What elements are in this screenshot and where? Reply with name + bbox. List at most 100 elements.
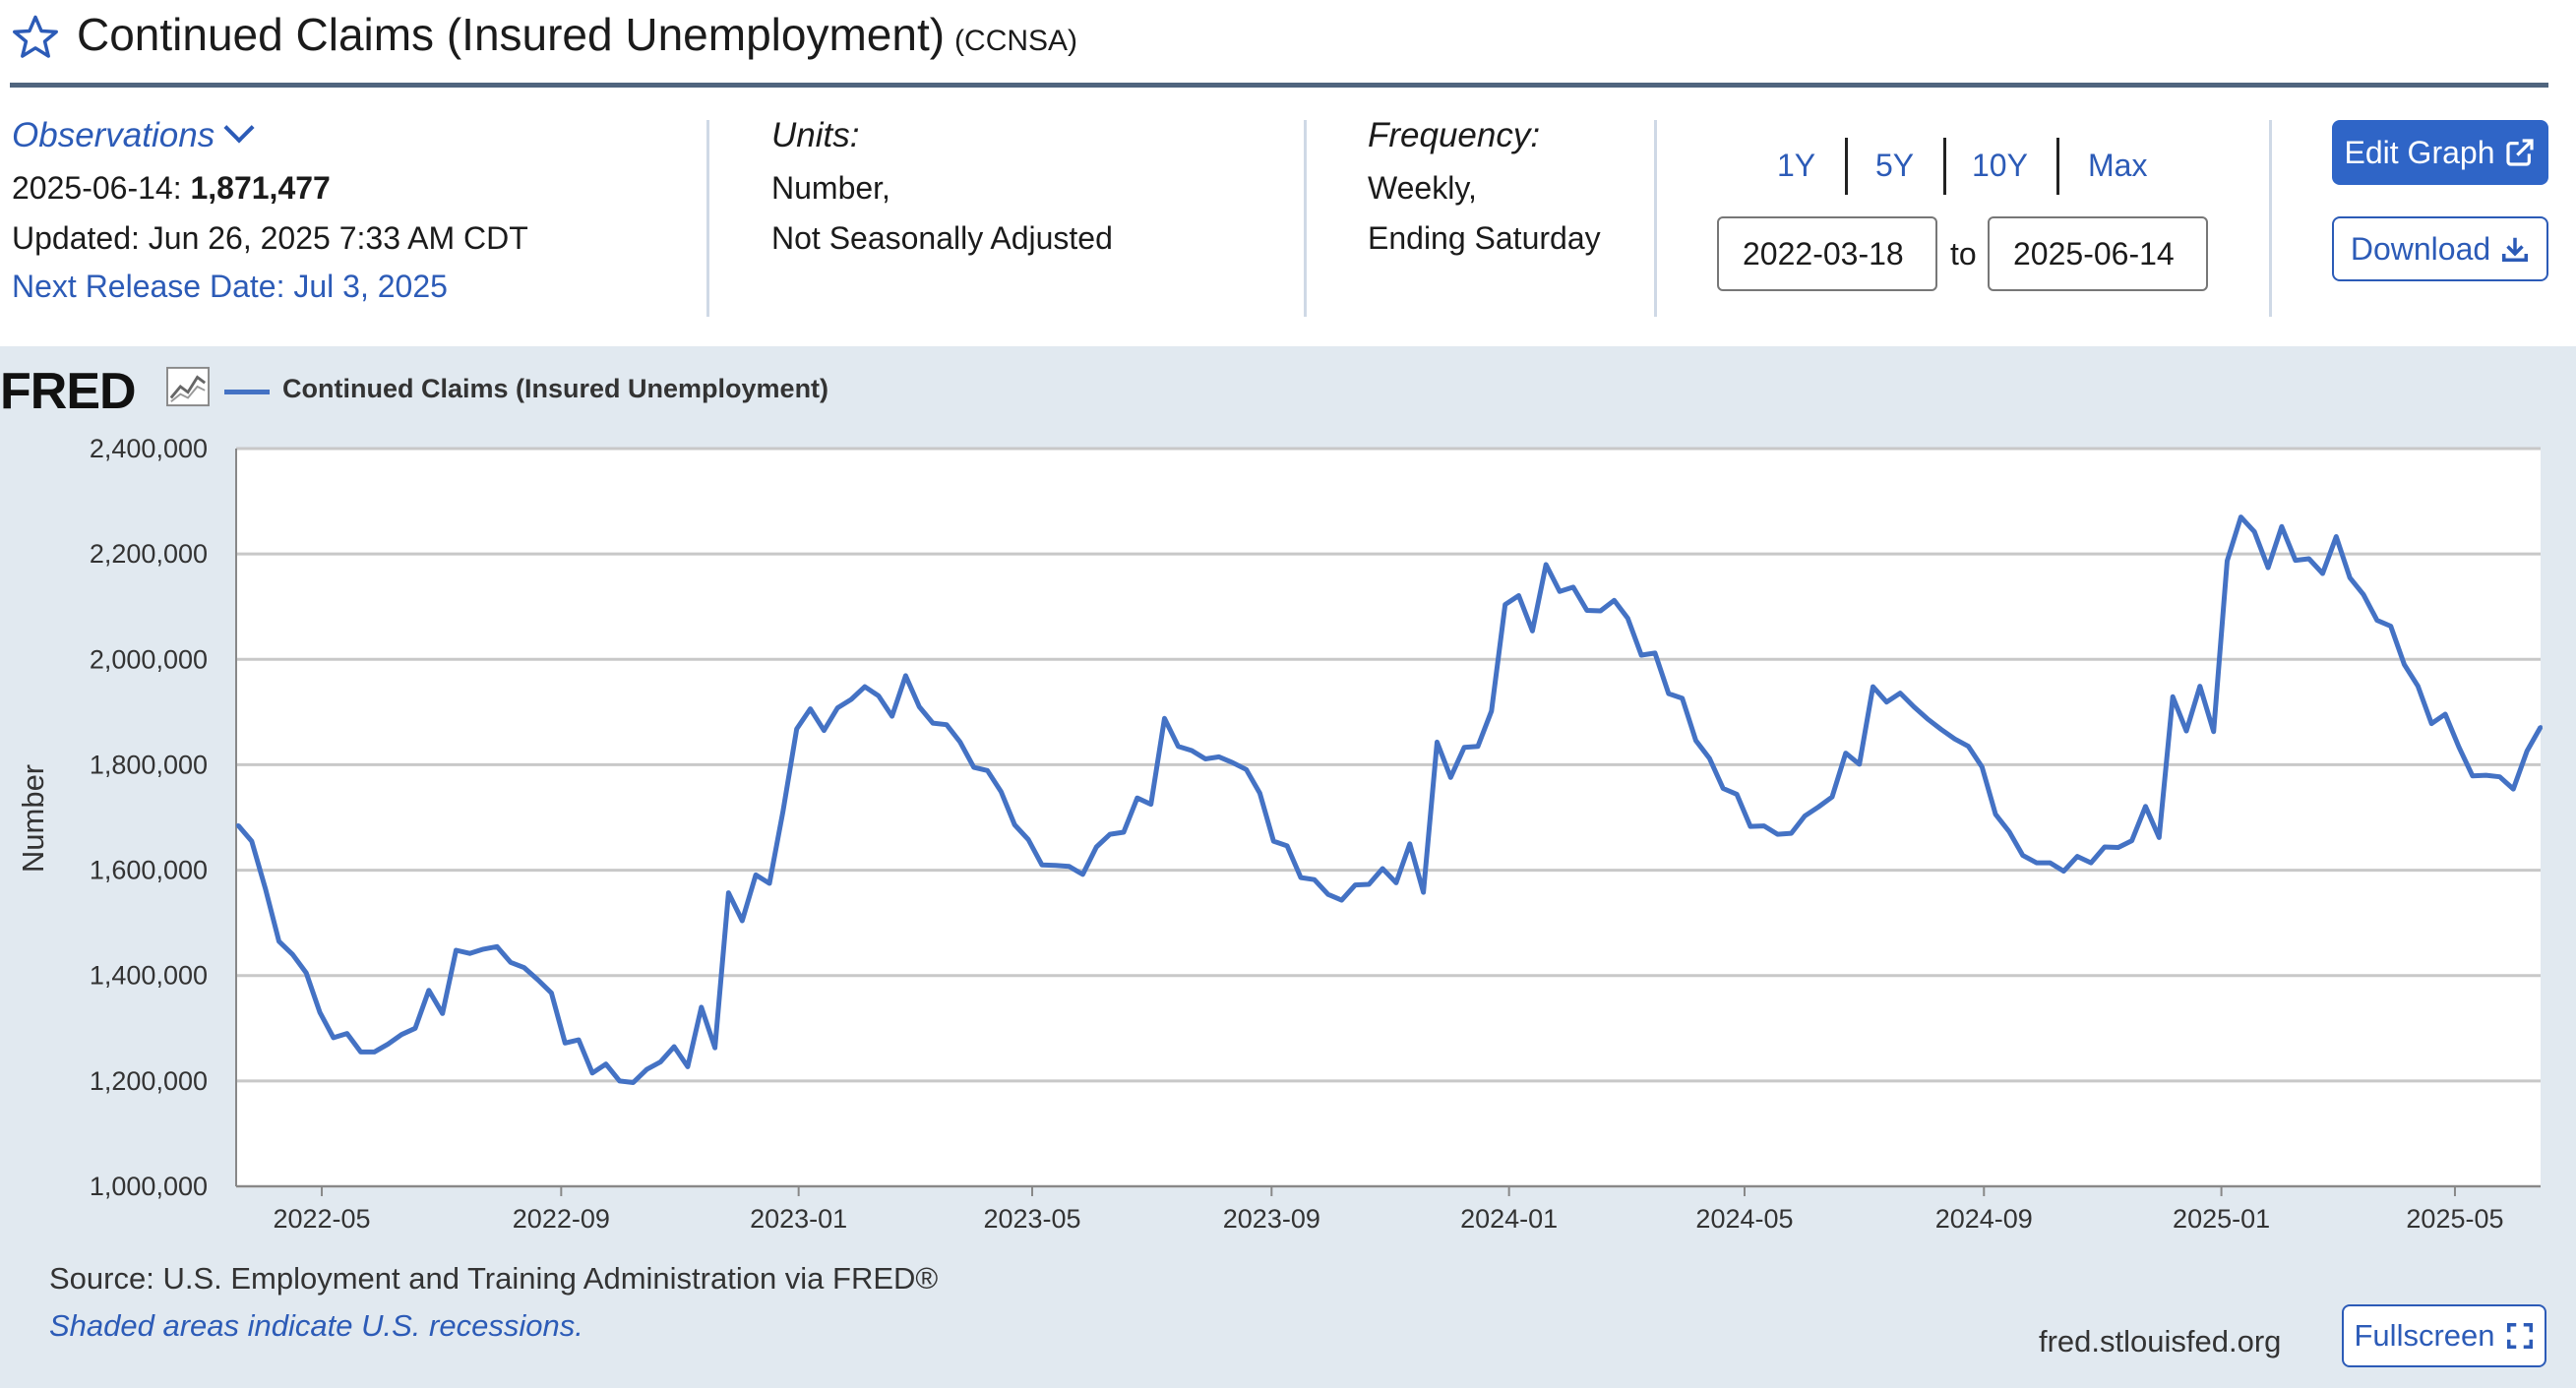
series-title: Continued Claims (Insured Unemployment) xyxy=(77,9,946,60)
observation-value: 1,871,477 xyxy=(190,170,331,206)
series-line xyxy=(236,514,2544,1085)
data-point xyxy=(1612,598,1617,603)
series-id: (CCNSA) xyxy=(954,25,1078,57)
data-point xyxy=(2429,721,2434,726)
y-tick-label: 2,400,000 xyxy=(90,434,208,463)
data-point xyxy=(386,1042,391,1047)
data-point xyxy=(2388,624,2393,629)
data-point xyxy=(917,704,922,709)
title-divider xyxy=(10,83,2548,88)
data-point xyxy=(1393,880,1398,885)
next-release-link[interactable]: Next Release Date: Jul 3, 2025 xyxy=(12,269,448,304)
gridlines xyxy=(235,447,2541,1188)
data-point xyxy=(318,1010,323,1015)
data-point xyxy=(1516,593,1521,598)
data-point xyxy=(535,978,540,982)
data-point xyxy=(2007,829,2011,834)
data-point xyxy=(2443,712,2448,716)
data-point xyxy=(508,960,513,965)
data-point xyxy=(1857,761,1862,766)
data-point xyxy=(1435,740,1440,745)
data-point xyxy=(426,988,431,993)
fred-url: fred.stlouisfed.org xyxy=(2039,1324,2282,1358)
fullscreen-button[interactable]: Fullscreen xyxy=(2342,1304,2546,1367)
data-point xyxy=(2197,684,2202,689)
data-point xyxy=(563,1041,568,1046)
y-tick-labels: 1,000,000 1,200,000 1,400,000 1,600,000 1,80… xyxy=(90,434,208,1201)
data-point xyxy=(1666,692,1671,696)
data-point xyxy=(945,722,949,727)
data-point xyxy=(2348,575,2353,580)
data-point xyxy=(276,938,281,943)
range-separator xyxy=(1943,138,1946,195)
data-point xyxy=(1952,737,1957,742)
x-tick-label: 2023-09 xyxy=(1223,1204,1320,1234)
end-date-input[interactable] xyxy=(1988,216,2208,291)
fullscreen-label: Fullscreen xyxy=(2354,1318,2495,1353)
data-point xyxy=(413,1026,417,1031)
data-point xyxy=(304,971,309,975)
data-point xyxy=(617,1078,622,1083)
data-point xyxy=(358,1050,363,1055)
data-point xyxy=(1625,616,1630,621)
line-chart[interactable]: 1,000,000 1,200,000 1,400,000 1,600,000 1,80… xyxy=(0,413,2576,1259)
x-tick-label: 2025-01 xyxy=(2173,1204,2270,1234)
date-range-to-label: to xyxy=(1950,236,1977,272)
data-point xyxy=(971,765,976,770)
data-point xyxy=(672,1045,677,1049)
data-point xyxy=(1544,562,1549,567)
data-point xyxy=(2279,524,2284,529)
range-1y-button[interactable]: 1Y xyxy=(1777,148,1816,183)
data-point xyxy=(2374,618,2379,623)
data-point xyxy=(1039,863,1044,868)
frequency-value-line2: Ending Saturday xyxy=(1368,220,1601,256)
data-point xyxy=(2497,774,2502,779)
data-point xyxy=(726,890,731,895)
data-point xyxy=(1230,760,1235,765)
edit-graph-label: Edit Graph xyxy=(2344,134,2495,170)
data-point xyxy=(2157,835,2162,840)
start-date-input[interactable] xyxy=(1717,216,1937,291)
data-point xyxy=(1721,786,1726,791)
data-point xyxy=(549,991,554,996)
data-point xyxy=(1775,832,1780,837)
data-point xyxy=(2539,725,2543,730)
x-tick-label: 2022-05 xyxy=(273,1204,370,1234)
data-point xyxy=(2184,729,2188,734)
data-point xyxy=(876,694,881,698)
star-outline-icon[interactable] xyxy=(10,12,61,63)
data-point xyxy=(1898,691,1903,695)
data-point xyxy=(1026,837,1031,842)
data-point xyxy=(2456,745,2461,750)
data-point xyxy=(440,1011,445,1016)
data-point xyxy=(1094,845,1099,849)
legend-label: Continued Claims (Insured Unemployment) xyxy=(282,374,829,403)
data-point xyxy=(1489,708,1494,713)
range-5y-button[interactable]: 5Y xyxy=(1875,148,1915,183)
data-point xyxy=(1884,699,1889,704)
range-10y-button[interactable]: 10Y xyxy=(1972,148,2028,183)
y-tick-label: 1,000,000 xyxy=(90,1172,208,1201)
range-separator xyxy=(1845,138,1848,195)
download-button[interactable]: Download xyxy=(2332,216,2548,281)
data-point xyxy=(2266,566,2271,571)
data-point xyxy=(1966,744,1971,749)
data-point xyxy=(1203,756,1208,761)
data-point xyxy=(1570,584,1575,589)
edit-graph-button[interactable]: Edit Graph xyxy=(2332,120,2548,185)
range-max-button[interactable]: Max xyxy=(2088,148,2148,183)
x-tick-labels: 2022-05 2022-09 2023-01 2023-05 2023-09 2024-… xyxy=(273,1186,2504,1234)
page-title: Continued Claims (Insured Unemployment)(… xyxy=(77,8,1077,61)
observations-toggle[interactable]: Observations xyxy=(12,112,255,155)
data-point xyxy=(1012,822,1017,827)
data-point xyxy=(957,740,962,745)
data-point xyxy=(577,1038,582,1043)
data-point xyxy=(644,1067,649,1072)
data-point xyxy=(1735,792,1740,797)
latest-observation: 2025-06-14: 1,871,477 xyxy=(12,170,331,207)
data-point xyxy=(344,1031,349,1036)
data-point xyxy=(2306,557,2311,561)
data-point xyxy=(1503,602,1507,607)
data-point xyxy=(1176,744,1181,749)
info-divider xyxy=(2269,120,2272,317)
